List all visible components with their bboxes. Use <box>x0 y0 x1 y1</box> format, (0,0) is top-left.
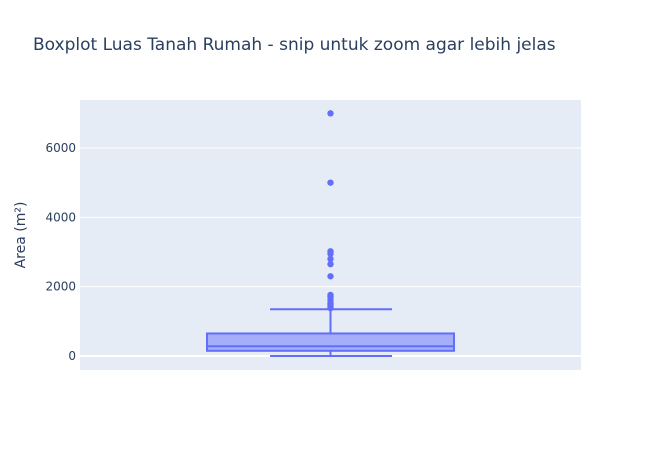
outlier-point[interactable] <box>327 260 334 268</box>
iqr-box[interactable] <box>206 332 455 352</box>
y-tick-labels: 0 2000 4000 6000 <box>45 141 76 363</box>
box-plot[interactable] <box>206 308 455 357</box>
chart-title: Boxplot Luas Tanah Rumah - snip untuk zo… <box>33 35 556 55</box>
outlier-point[interactable] <box>327 248 334 255</box>
y-tick-label: 6000 <box>45 141 76 155</box>
y-axis-title: Area (m²) <box>13 202 29 269</box>
y-tick-label: 0 <box>68 349 76 363</box>
outlier-point[interactable] <box>327 273 334 280</box>
y-tick-label: 4000 <box>45 210 76 224</box>
outlier-point[interactable] <box>327 255 334 263</box>
outlier-point[interactable] <box>327 110 334 117</box>
outlier-point[interactable] <box>327 291 334 299</box>
y-tick-label: 2000 <box>45 280 76 294</box>
outlier-point[interactable] <box>327 179 334 186</box>
outlier-points[interactable] <box>327 110 334 312</box>
